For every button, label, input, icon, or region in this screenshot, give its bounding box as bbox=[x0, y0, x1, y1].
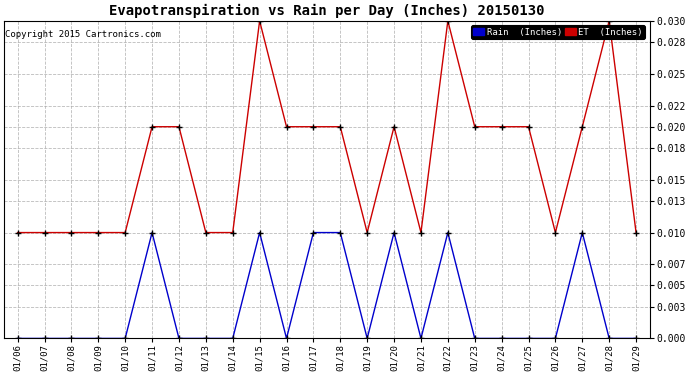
Text: Copyright 2015 Cartronics.com: Copyright 2015 Cartronics.com bbox=[6, 30, 161, 39]
Title: Evapotranspiration vs Rain per Day (Inches) 20150130: Evapotranspiration vs Rain per Day (Inch… bbox=[109, 4, 544, 18]
Legend: Rain  (Inches), ET  (Inches): Rain (Inches), ET (Inches) bbox=[471, 26, 645, 39]
